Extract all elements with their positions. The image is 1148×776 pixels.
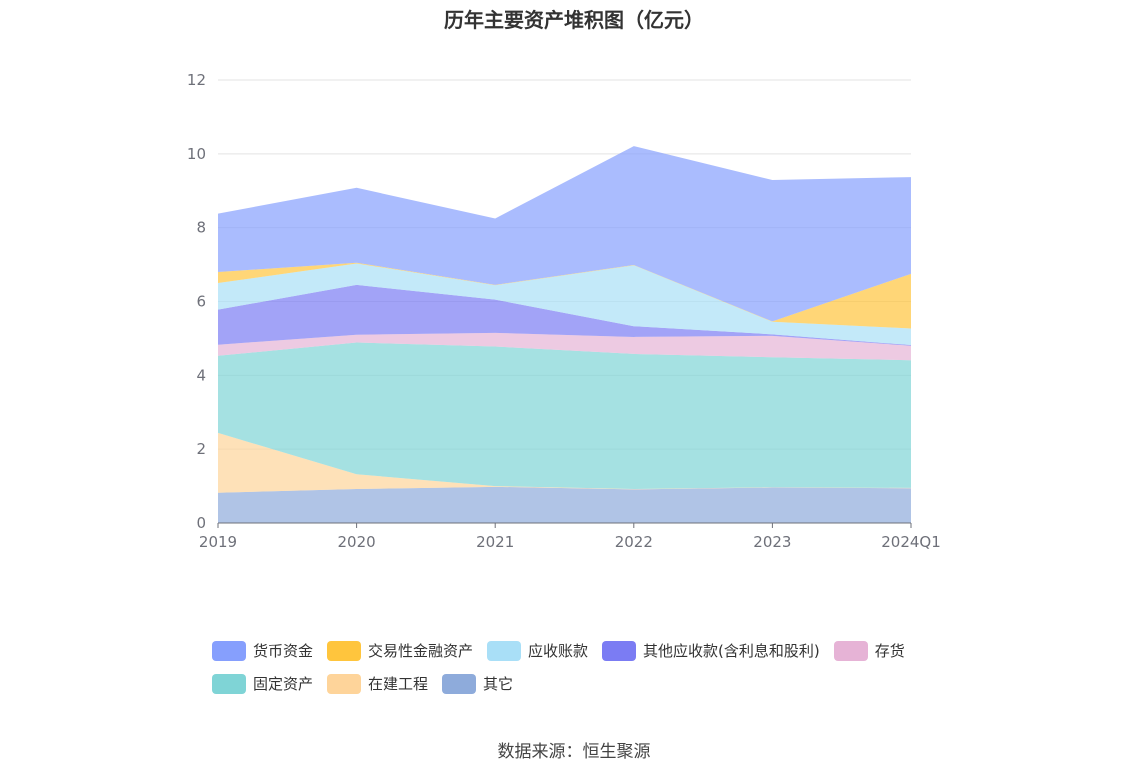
x-tick-label: 2020 [338,533,376,551]
area-series [218,284,911,346]
y-tick-label: 8 [196,219,206,237]
y-tick-label: 10 [187,145,206,163]
area-series [218,342,911,490]
legend-swatch [602,640,637,661]
y-tick-label: 12 [187,71,206,89]
legend-label: 货币资金 [253,642,314,660]
chart-title: 历年主要资产堆积图（亿元） [444,8,704,32]
legend-swatch [487,640,522,661]
legend-label: 存货 [874,642,905,660]
legend-item[interactable]: 在建工程 [327,673,428,694]
legend-swatch [442,673,477,694]
area-series [218,332,911,361]
legend-swatch [212,640,246,661]
legend-label: 其它 [483,675,514,693]
legend-label: 在建工程 [368,675,429,693]
legend-label: 其他应收款(含利息和股利) [643,642,820,660]
legend-item[interactable]: 交易性金融资产 [327,640,473,661]
legend-label: 固定资产 [253,675,314,693]
y-tick-label: 2 [196,440,206,458]
legend-label: 应收账款 [528,642,589,660]
x-tick-label: 2019 [199,533,237,551]
y-tick-label: 0 [196,514,206,532]
legend-label: 交易性金融资产 [368,642,474,660]
legend-item[interactable]: 固定资产 [212,673,313,694]
x-tick-label: 2024Q1 [881,533,941,551]
legend-swatch [833,640,868,661]
x-tick-label: 2021 [476,533,514,551]
legend-item[interactable]: 货币资金 [212,640,313,661]
area-series [218,263,911,346]
legend-item[interactable]: 存货 [833,640,905,661]
area-series [218,146,911,322]
legend-item[interactable]: 其他应收款(含利息和股利) [602,640,820,661]
legend-swatch [327,640,362,661]
legend-item[interactable]: 应收账款 [487,640,588,661]
chart-legend: 货币资金 交易性金融资产 应收账款 其他应收款(含利息和股利) 存货固定资产 在建工程 其它 [212,640,972,694]
area-series [218,486,911,523]
data-source: 数据来源：恒生聚源 [497,742,651,762]
area-series [218,262,911,329]
area-series [218,432,911,493]
legend-swatch [327,673,362,694]
x-tick-label: 2022 [615,533,653,551]
legend-swatch [212,673,246,694]
legend-item[interactable]: 其它 [442,673,513,694]
y-tick-label: 6 [196,293,206,311]
stacked-area-chart: 0 2 4 6 8 10 12 2019 2020 2021 2022 2023 2024Q1 [187,71,941,551]
x-tick-label: 2023 [753,533,791,551]
y-tick-label: 4 [196,366,206,384]
